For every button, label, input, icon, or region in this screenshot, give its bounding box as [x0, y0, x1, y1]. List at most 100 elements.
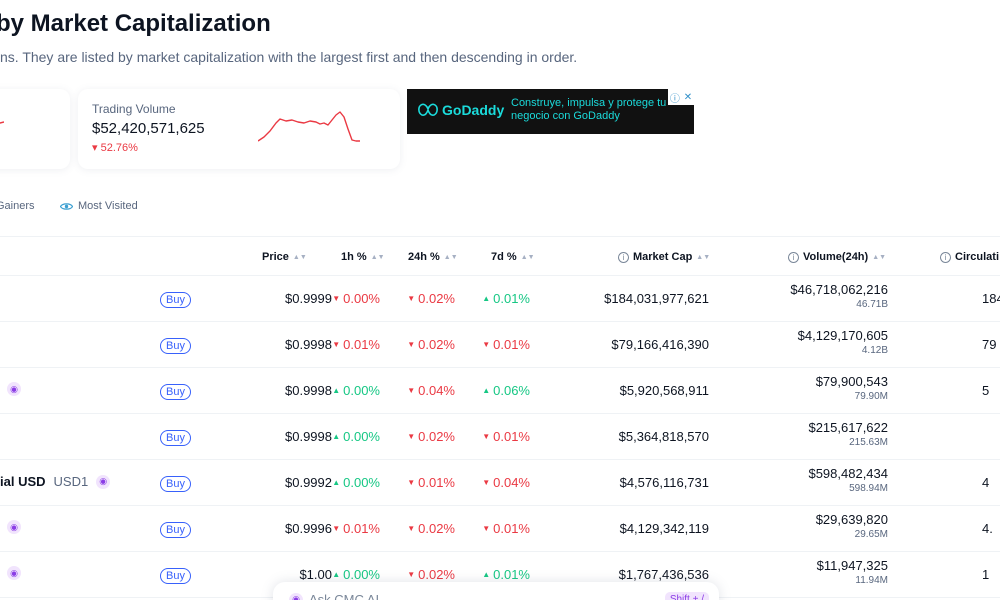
buy-button[interactable]: Buy	[160, 338, 191, 354]
table-row[interactable]: ◉ Buy $1.00 ▲ 0.00% ▼ 0.02% ▲ 0.01% $1,767,436,53…	[0, 552, 1000, 598]
change-7d-value: 0.01%	[493, 521, 530, 536]
change-1h-value: 0.00%	[343, 291, 380, 306]
change-24h-cell: ▼ 0.01%	[407, 475, 455, 490]
close-icon: ✕	[683, 91, 693, 103]
sort-icon: ▲▼	[292, 253, 307, 261]
page-subtitle: ns. They are listed by market capitaliza…	[0, 49, 578, 65]
market-cap-sparkline	[0, 121, 4, 124]
change-1h-cell: ▼ 0.01%	[332, 337, 380, 352]
volume-usd: $46,718,062,216	[790, 282, 888, 297]
cmc-ai-icon[interactable]: ◉	[96, 474, 111, 489]
caret-down-icon: ▼	[407, 432, 416, 441]
change-1h-value: 0.01%	[343, 521, 380, 536]
ask-cmc-ai-placeholder: Ask CMC AI	[309, 592, 380, 600]
tab-most-visited[interactable]: Most Visited	[60, 200, 138, 212]
change-24h-value: 0.04%	[418, 383, 455, 398]
change-7d-cell: ▼ 0.01%	[482, 521, 530, 536]
table-row[interactable]: Buy $0.9999 ▼ 0.00% ▼ 0.02% ▲ 0.01% $184,031,977…	[0, 276, 1000, 322]
cmc-ai-icon[interactable]: ◉	[7, 566, 21, 580]
header-1h[interactable]: 1h % ▲▼	[341, 251, 385, 263]
change-7d-value: 0.06%	[493, 383, 530, 398]
change-1h-cell: ▲ 0.00%	[332, 429, 380, 444]
ask-cmc-ai-input[interactable]: ◉ Ask CMC AI	[289, 592, 379, 600]
header-market-cap-label: Market Cap	[633, 251, 693, 263]
caret-up-icon: ▲	[482, 294, 491, 303]
volume-cell: $4,129,170,605 4.12B	[798, 328, 888, 356]
buy-button[interactable]: Buy	[160, 384, 191, 400]
tab-gainers[interactable]: Gainers	[0, 200, 35, 212]
caret-up-icon: ▲	[332, 386, 341, 395]
table-row[interactable]: ◉ Buy $0.9998 ▲ 0.00% ▼ 0.04% ▲ 0.06% $5,920,568,…	[0, 368, 1000, 414]
volume-abbrev: 79.90M	[854, 391, 888, 402]
change-24h-value: 0.02%	[418, 567, 455, 582]
trading-volume-card[interactable]: Trading Volume $52,420,571,625 ▾ 52.76%	[78, 89, 400, 169]
header-circulating[interactable]: i Circulati	[940, 251, 999, 263]
caret-down-icon: ▼	[407, 386, 416, 395]
header-24h[interactable]: 24h % ▲▼	[408, 251, 458, 263]
price-cell: $0.9999	[285, 291, 332, 306]
table-row[interactable]: Buy $0.9998 ▼ 0.01% ▼ 0.02% ▼ 0.01% $79,166,416,…	[0, 322, 1000, 368]
buy-button[interactable]: Buy	[160, 476, 191, 492]
cmc-ai-icon: ◉	[289, 592, 303, 600]
volume-cell: $215,617,622 215.63M	[808, 420, 888, 448]
change-7d-value: 0.04%	[493, 475, 530, 490]
header-1h-label: 1h %	[341, 251, 367, 263]
market-cap-cell: $5,920,568,911	[619, 383, 709, 398]
caret-down-icon: ▼	[407, 294, 416, 303]
info-icon[interactable]: i	[940, 251, 951, 263]
ask-cmc-ai-bar[interactable]: ◉ Ask CMC AI Shift + /	[273, 582, 719, 600]
ad-text: Construye, impulsa y protege tu negocio …	[511, 97, 667, 122]
change-24h-value: 0.02%	[418, 291, 455, 306]
change-24h-cell: ▼ 0.02%	[407, 567, 455, 582]
ad-choices[interactable]: ⓘ ✕	[668, 89, 694, 105]
cmc-ai-icon[interactable]: ◉	[7, 382, 21, 396]
godaddy-brand: GoDaddy	[442, 102, 505, 118]
table-row[interactable]: ◉ Buy $0.9996 ▼ 0.01% ▼ 0.02% ▼ 0.01% $4,129,342,…	[0, 506, 1000, 552]
change-1h-value: 0.00%	[343, 475, 380, 490]
market-cap-card[interactable]	[0, 89, 70, 169]
coin-name-text: ial USD	[0, 474, 46, 489]
cmc-ai-icon[interactable]: ◉	[7, 520, 21, 534]
caret-down-icon: ▼	[407, 524, 416, 533]
table-row[interactable]: Buy $0.9998 ▲ 0.00% ▼ 0.02% ▼ 0.01% $5,364,818,5…	[0, 414, 1000, 460]
volume-abbrev: 29.65M	[854, 529, 888, 540]
change-7d-cell: ▼ 0.01%	[482, 337, 530, 352]
tab-most-visited-label: Most Visited	[78, 200, 138, 212]
caret-down-icon: ▾	[92, 142, 98, 154]
change-1h-cell: ▲ 0.00%	[332, 567, 380, 582]
trading-volume-value: $52,420,571,625	[92, 120, 205, 137]
buy-button[interactable]: Buy	[160, 522, 191, 538]
header-volume[interactable]: i Volume(24h) ▲▼	[788, 251, 886, 263]
header-7d[interactable]: 7d % ▲▼	[491, 251, 535, 263]
header-market-cap[interactable]: i Market Cap ▲▼	[618, 251, 710, 263]
change-7d-cell: ▲ 0.01%	[482, 291, 530, 306]
header-7d-label: 7d %	[491, 251, 517, 263]
volume-cell: $29,639,820 29.65M	[816, 512, 888, 540]
volume-usd: $215,617,622	[808, 420, 888, 435]
ad-banner[interactable]: GoDaddy Construye, impulsa y protege tu …	[407, 89, 694, 134]
table-header: Price ▲▼ 1h % ▲▼ 24h % ▲▼ 7d % ▲▼ i Mark…	[0, 236, 1000, 276]
caret-up-icon: ▲	[332, 570, 341, 579]
buy-button[interactable]: Buy	[160, 292, 191, 308]
info-icon[interactable]: i	[618, 251, 629, 263]
buy-button[interactable]: Buy	[160, 568, 191, 584]
page-title: by Market Capitalization	[0, 10, 271, 37]
table-row[interactable]: ial USD USD1 ◉ Buy $0.9992 ▲ 0.00% ▼ 0.01% ▼ 0.04%…	[0, 460, 1000, 506]
circulating-supply-cell: 4.	[982, 521, 993, 536]
coin-name[interactable]: ial USD USD1 ◉	[0, 474, 111, 489]
caret-up-icon: ▲	[332, 478, 341, 487]
volume-abbrev: 4.12B	[861, 345, 888, 356]
header-price[interactable]: Price ▲▼	[262, 251, 307, 263]
market-cap-cell: $79,166,416,390	[611, 337, 709, 352]
volume-cell: $11,947,325 11.94M	[817, 558, 888, 586]
change-24h-cell: ▼ 0.02%	[407, 291, 455, 306]
caret-down-icon: ▼	[407, 570, 416, 579]
eye-icon	[60, 202, 73, 210]
caret-down-icon: ▼	[407, 478, 416, 487]
change-1h-cell: ▼ 0.01%	[332, 521, 380, 536]
market-cap-cell: $1,767,436,536	[618, 567, 709, 582]
price-cell: $0.9998	[285, 383, 332, 398]
info-icon[interactable]: i	[788, 251, 799, 263]
volume-abbrev: 598.94M	[849, 483, 888, 494]
buy-button[interactable]: Buy	[160, 430, 191, 446]
